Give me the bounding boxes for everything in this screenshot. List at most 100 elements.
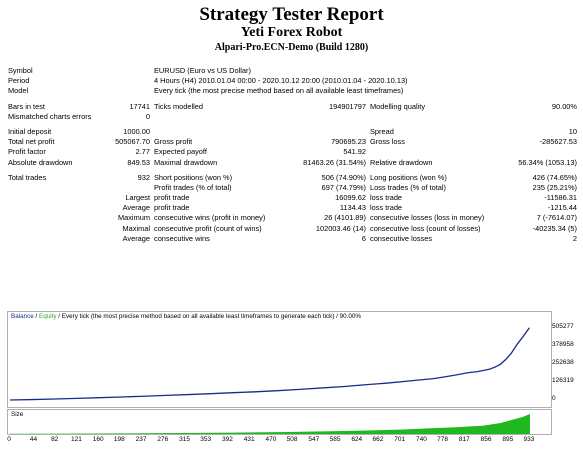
x-tick-label: 121: [70, 436, 82, 443]
average2-label: Average: [122, 233, 150, 243]
deposit-value: 1000.00: [123, 126, 150, 136]
x-tick-label: 0: [7, 436, 11, 443]
y-tick-label: 505277: [552, 322, 574, 330]
ptrades-value: 697 (74.79%): [321, 182, 366, 192]
x-tick-label: 547: [308, 436, 320, 443]
bars-value: 17741: [129, 101, 150, 111]
ptrades-label: Profit trades (% of total): [154, 182, 232, 192]
report-row-model: Model Every tick (the most precise metho…: [0, 86, 583, 96]
mcl-value: 7 (-7614.07): [536, 213, 577, 223]
short-value: 506 (74.90%): [321, 172, 366, 182]
x-tick-label: 276: [157, 436, 169, 443]
grossloss-label: Gross loss: [370, 137, 405, 147]
maxdd-value: 81463.26 (31.54%): [303, 157, 366, 167]
legend-equity: Equity: [39, 313, 57, 320]
report-row-average2: Average consecutive wins 6 consecutive l…: [0, 234, 583, 244]
report-row-largest: Largest profit trade 16099.62 loss trade…: [0, 193, 583, 203]
mcloss-value: -40235.34 (5): [532, 223, 577, 233]
report-row-trades: Total trades 932 Short positions (won %)…: [0, 173, 583, 183]
grossloss-value: -285627.53: [539, 137, 577, 147]
period-value: 4 Hours (H4) 2010.01.04 00:00 - 2020.10.…: [154, 76, 408, 86]
symbol-label: Symbol: [8, 66, 33, 75]
quality-label: Modelling quality: [370, 101, 426, 111]
mismatch-value: 0: [145, 111, 150, 121]
report-row-dd: Absolute drawdown 849.53 Maximal drawdow…: [0, 158, 583, 168]
reldd-label: Relative drawdown: [370, 157, 433, 167]
report-row-average: Average profit trade 1134.43 loss trade …: [0, 203, 583, 213]
report-row-ptrades: Profit trades (% of total) 697 (74.79%) …: [0, 183, 583, 193]
acw-label: consecutive wins: [154, 233, 210, 243]
x-tick-label: 431: [243, 436, 255, 443]
x-tick-label: 740: [415, 436, 427, 443]
x-tick-label: 856: [480, 436, 492, 443]
long-label: Long positions (won %): [370, 172, 447, 182]
x-tick-label: 315: [179, 436, 190, 443]
ltrades-label: Loss trades (% of total): [370, 182, 446, 192]
x-tick-label: 895: [502, 436, 514, 443]
x-tick-label: 701: [394, 436, 406, 443]
mcl-label: consecutive losses (loss in money): [370, 213, 485, 223]
report-row-mismatch: Mismatched charts errors 0: [0, 112, 583, 122]
size-plot: [10, 414, 530, 434]
x-tick-label: 778: [437, 436, 448, 443]
report-row-maximum: Maximum consecutive wins (profit in mone…: [0, 213, 583, 223]
legend-sep: /: [33, 313, 40, 320]
payoff-value: 541.92: [343, 147, 366, 157]
x-tick-label: 933: [523, 436, 535, 443]
x-tick-label: 470: [265, 436, 277, 443]
symbol-value: EURUSD (Euro vs US Dollar): [154, 66, 251, 75]
spread-value: 10: [568, 126, 577, 136]
y-tick-label: 252638: [552, 358, 574, 366]
absdd-value: 849.53: [127, 157, 150, 167]
robot-name: Yeti Forex Robot: [240, 25, 343, 40]
ltrades-value: 235 (25.21%): [532, 182, 577, 192]
report-row-pf: Profit factor 2.77 Expected payoff 541.9…: [0, 147, 583, 157]
balance-chart: Balance / Equity / Every tick (the most …: [7, 311, 552, 408]
x-tick-label: 160: [92, 436, 104, 443]
model-label: Model: [8, 86, 29, 96]
bars-label: Bars in test: [8, 101, 45, 111]
model-value: Every tick (the most precise method base…: [154, 86, 404, 96]
acw-value: 6: [361, 233, 366, 243]
ticks-value: 194901797: [329, 101, 366, 111]
maximum-label: Maximum: [117, 213, 150, 223]
size-area: [10, 414, 530, 434]
aprofit-label: profit trade: [154, 203, 190, 213]
x-tick-label: 353: [200, 436, 212, 443]
balance-line: [9, 327, 530, 401]
y-tick-label: 378958: [552, 340, 574, 348]
acl-value: 2: [572, 233, 577, 243]
average-label: Average: [122, 203, 150, 213]
report-row-period: Period 4 Hours (H4) 2010.01.04 00:00 - 2…: [0, 76, 583, 86]
short-label: Short positions (won %): [154, 172, 233, 182]
payoff-label: Expected payoff: [154, 147, 207, 157]
report-row-netprofit: Total net profit 505067.70 Gross profit …: [0, 137, 583, 147]
grossprofit-value: 790695.23: [331, 137, 366, 147]
lloss-label: loss trade: [370, 193, 403, 203]
report-row-maximal: Maximal consecutive profit (count of win…: [0, 224, 583, 234]
spread-label: Spread: [370, 126, 394, 136]
ticks-label: Ticks modelled: [154, 101, 204, 111]
trades-value: 932: [137, 172, 150, 182]
report-row-deposit: Initial deposit 1000.00 Spread 10: [0, 127, 583, 137]
y-tick-label: 126319: [552, 377, 574, 385]
mismatch-label: Mismatched charts errors: [8, 111, 92, 121]
x-tick-label: 817: [458, 436, 470, 443]
x-tick-label: 624: [351, 436, 363, 443]
chart-legend: Balance / Equity / Every tick (the most …: [11, 313, 361, 320]
pf-value: 2.77: [135, 147, 150, 157]
largest-label: Largest: [125, 193, 150, 203]
report-row-bars: Bars in test 17741 Ticks modelled 194901…: [0, 102, 583, 112]
server-build: Alpari-Pro.ECN-Demo (Build 1280): [214, 42, 369, 53]
absdd-label: Absolute drawdown: [8, 157, 73, 167]
x-tick-label: 585: [329, 436, 341, 443]
x-tick-label: 662: [372, 436, 384, 443]
x-tick-label: 198: [113, 436, 125, 443]
maximal-label: Maximal: [122, 223, 150, 233]
aloss-label: loss trade: [370, 203, 403, 213]
netprofit-label: Total net profit: [8, 137, 55, 147]
quality-value: 90.00%: [551, 101, 577, 111]
x-tick-label: 392: [222, 436, 233, 443]
period-label: Period: [8, 76, 30, 86]
balance-plot: [9, 327, 530, 401]
